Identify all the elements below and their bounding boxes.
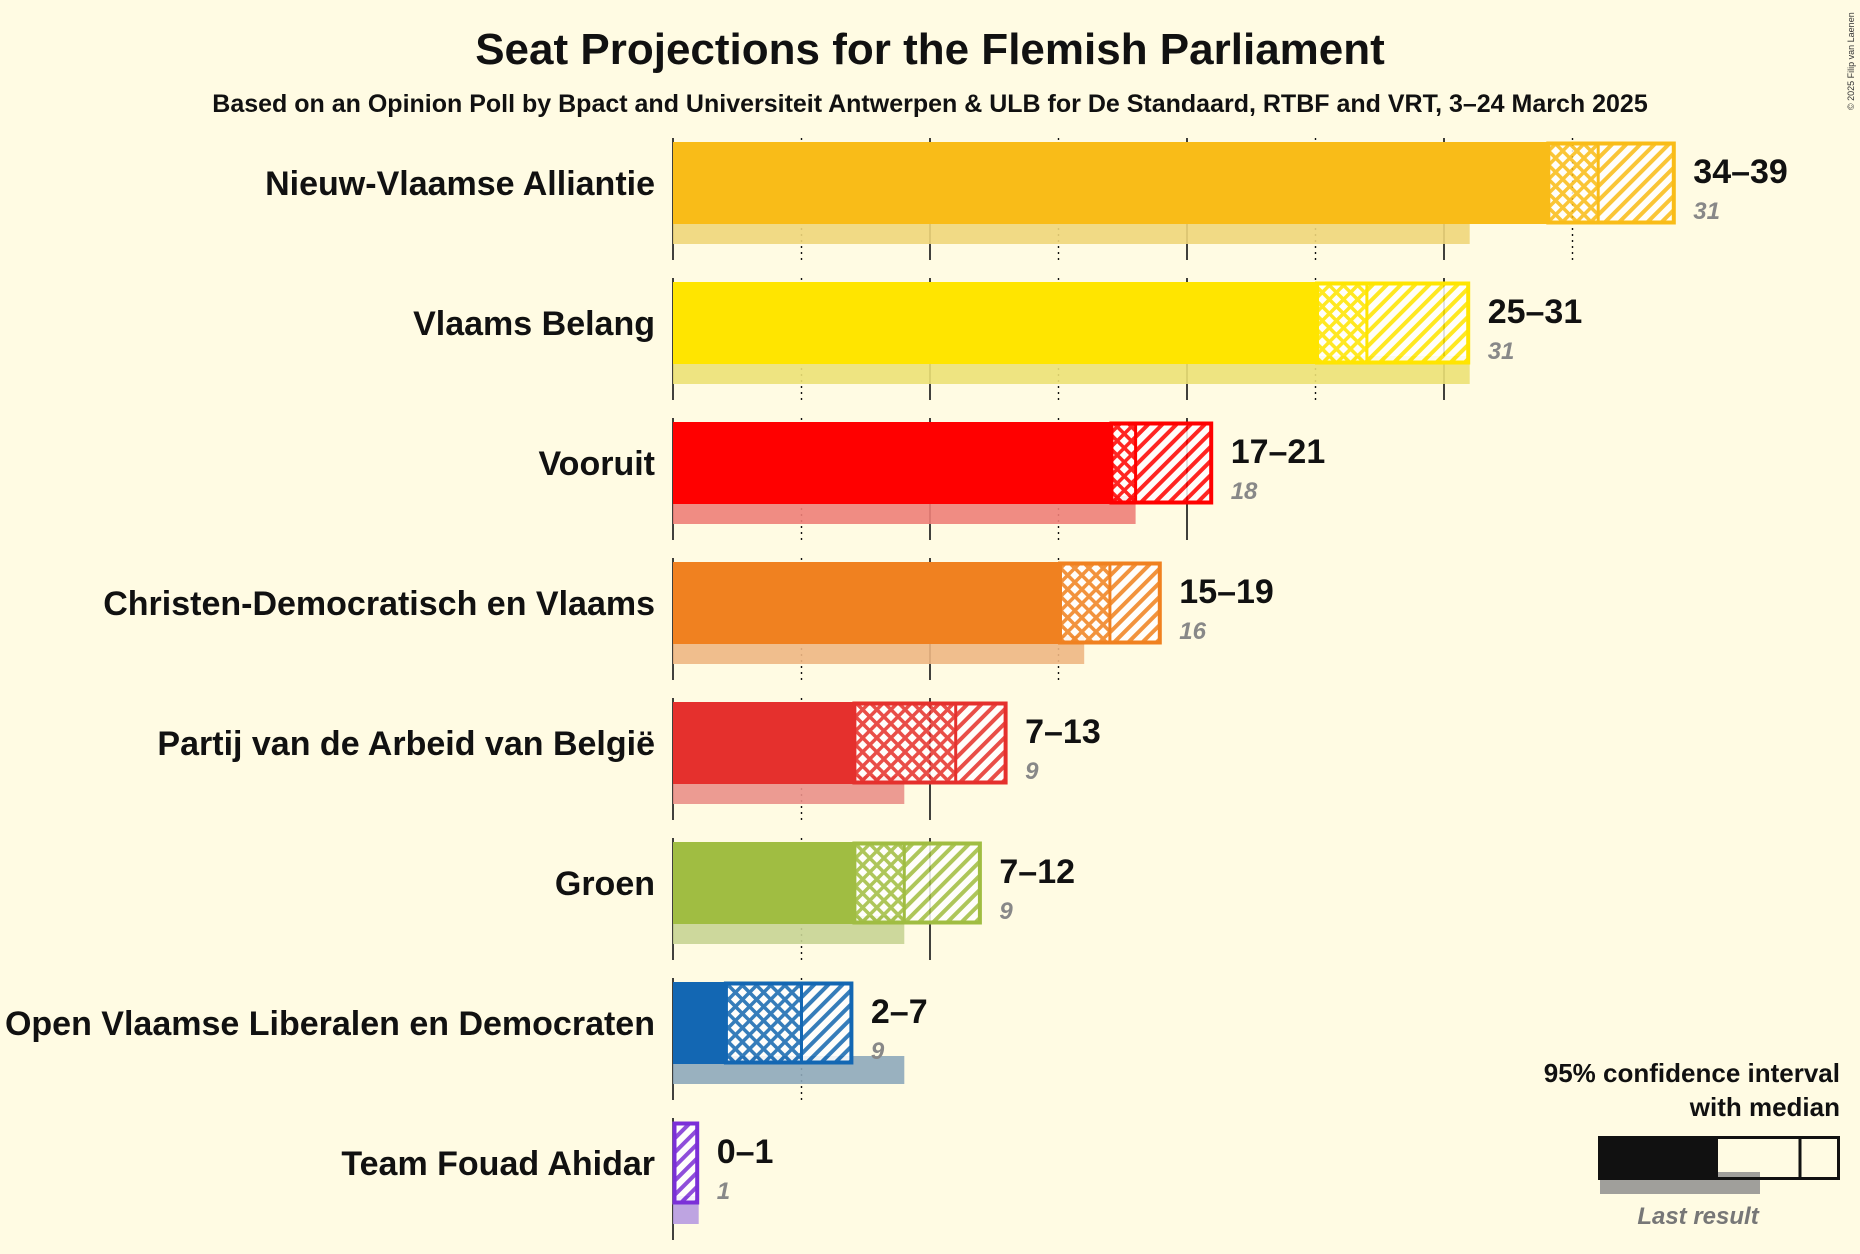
ci-solid-bar — [673, 842, 853, 924]
chart-title: Seat Projections for the Flemish Parliam… — [475, 25, 1385, 74]
party-bars: Nieuw-Vlaamse Alliantie 34–39 31 Vlaams Bel… — [5, 141, 1788, 1224]
ci-outline — [1109, 421, 1214, 505]
chart-subtitle: Based on an Opinion Poll by Bpact and Un… — [212, 90, 1648, 118]
copyright-notice: © 2025 Filip van Laenen — [1846, 12, 1856, 110]
ci-lower-half-bar — [724, 982, 802, 1064]
party-label: Vooruit — [539, 445, 655, 483]
ci-upper-half-bar — [1135, 422, 1213, 504]
last-result-label: 9 — [999, 898, 1013, 925]
ci-lower-half-bar — [1109, 422, 1136, 504]
last-result-label: 9 — [1025, 758, 1039, 785]
range-label: 7–13 — [1025, 713, 1101, 751]
party-label: Open Vlaamse Liberalen en Democraten — [5, 1005, 655, 1043]
party-label: Groen — [555, 865, 655, 903]
ci-upper-half-bar — [1109, 562, 1162, 644]
ci-solid-bar — [673, 142, 1547, 224]
party-label: Vlaams Belang — [413, 305, 655, 343]
legend: 95% confidence interval with median Last r… — [1544, 1058, 1840, 1230]
last-result-label: 1 — [717, 1178, 730, 1205]
ci-solid-bar — [673, 982, 725, 1064]
ci-outline — [1546, 141, 1676, 225]
ci-lower-half-bar — [1546, 142, 1599, 224]
ci-upper-half-bar — [1366, 282, 1470, 364]
legend-ci-line2: with median — [1689, 1092, 1840, 1122]
legend-outline — [1598, 1136, 1840, 1180]
ci-upper-half-bar — [904, 842, 982, 924]
ci-solid-bar — [673, 562, 1059, 644]
ci-solid-bar — [673, 282, 1316, 364]
range-label: 17–21 — [1231, 433, 1326, 471]
last-result-label: 31 — [1488, 338, 1515, 365]
ci-outline — [672, 1121, 700, 1205]
party-label: Team Fouad Ahidar — [341, 1145, 655, 1183]
legend-hatch-swatch — [1800, 1136, 1840, 1180]
ci-outline — [723, 981, 854, 1065]
range-label: 25–31 — [1488, 293, 1583, 331]
ci-solid-bar — [673, 702, 853, 784]
ci-upper-half-bar — [673, 1122, 699, 1204]
last-result-label: 16 — [1179, 618, 1206, 645]
range-label: 2–7 — [871, 993, 928, 1031]
last-result-label: 9 — [871, 1038, 885, 1065]
legend-ci-line1: 95% confidence interval — [1544, 1058, 1840, 1088]
last-result-label: 31 — [1693, 198, 1720, 225]
legend-last-result-label: Last result — [1637, 1203, 1759, 1230]
ci-lower-half-bar — [852, 702, 956, 784]
last-result-label: 18 — [1231, 478, 1258, 505]
range-label: 34–39 — [1693, 153, 1788, 191]
ci-outline — [852, 841, 982, 925]
ci-upper-half-bar — [955, 702, 1008, 784]
range-label: 7–12 — [999, 853, 1075, 891]
ci-upper-half-bar — [801, 982, 853, 1064]
range-label: 0–1 — [717, 1133, 774, 1171]
ci-outline — [852, 701, 1008, 785]
ci-lower-half-bar — [852, 842, 905, 924]
range-label: 15–19 — [1179, 573, 1274, 611]
party-label: Christen-Democratisch en Vlaams — [103, 585, 655, 623]
ci-upper-half-bar — [1598, 142, 1676, 224]
ci-solid-bar — [673, 422, 1110, 504]
party-label: Nieuw-Vlaamse Alliantie — [265, 165, 655, 203]
ci-lower-half-bar — [1058, 562, 1110, 644]
party-label: Partij van de Arbeid van België — [157, 725, 655, 763]
ci-lower-half-bar — [1315, 282, 1367, 364]
ci-outline — [1315, 281, 1471, 365]
legend-solid-swatch — [1598, 1136, 1718, 1180]
